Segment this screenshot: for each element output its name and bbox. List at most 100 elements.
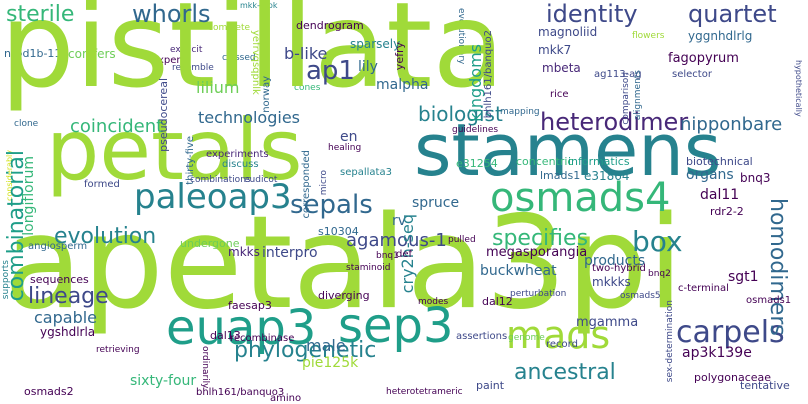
word-cloud-word: sex-determination [665, 300, 675, 383]
word-cloud-word: identity [546, 0, 638, 28]
word-cloud-word: dal12 [482, 295, 513, 308]
word-cloud-word: osmads5 [620, 291, 661, 301]
word-cloud-word: apetala3pi [4, 189, 684, 338]
word-cloud-word: ancestral [514, 360, 616, 385]
word-cloud-word: def [396, 249, 413, 260]
word-cloud-word: record [546, 339, 578, 350]
word-cloud-word: buckwheat [480, 263, 557, 279]
word-cloud-word: heterotetrameric [386, 387, 463, 397]
word-cloud-word: sparsely [350, 37, 401, 51]
word-cloud-word: rdr2-2 [710, 205, 744, 218]
word-cloud-word: sepals [290, 190, 373, 220]
word-cloud-word: expert [152, 55, 185, 66]
word-cloud-word: perturbation [510, 289, 567, 299]
word-cloud-word: capable [34, 308, 98, 327]
word-cloud-word: sterile [6, 2, 75, 27]
word-cloud-word: modes [418, 297, 449, 307]
word-cloud-word: megasporangia [486, 245, 588, 260]
word-cloud-word: dendrogram [296, 19, 364, 32]
word-cloud-word: conifers [68, 47, 116, 61]
word-cloud-word: rv [392, 213, 407, 229]
word-cloud-word: e31254 [456, 157, 498, 170]
word-cloud-word: technologies [198, 108, 300, 127]
word-cloud-word: e31864 [584, 169, 630, 183]
word-cloud-word: undergone [180, 237, 240, 250]
word-cloud-word: mads [506, 313, 611, 357]
word-cloud-word: pie125k [302, 355, 359, 371]
word-cloud-word: discuss [222, 159, 259, 170]
word-cloud-word: amino [270, 393, 302, 404]
word-cloud-word: ordinarily [200, 346, 210, 389]
word-cloud-word: dal11 [700, 187, 740, 203]
word-cloud-word: concentric [516, 155, 574, 168]
word-cloud-word: corresponded [301, 150, 312, 219]
word-cloud-word: sep3 [338, 298, 454, 354]
word-cloud-word: mgamma [576, 315, 639, 330]
word-cloud-word: euap3 [166, 300, 317, 356]
word-cloud-word: yefrvqsqpnlk [250, 30, 261, 95]
word-cloud-word: retrieving [96, 345, 140, 355]
word-cloud-word: formed [84, 179, 120, 190]
word-cloud-word: clone [14, 119, 39, 129]
word-cloud-word: quartet [688, 0, 777, 28]
word-cloud-word: bnq3 [740, 171, 771, 185]
word-cloud-word: micro [319, 170, 329, 196]
word-cloud-word: eudicot [244, 175, 278, 185]
word-cloud-word: nipponbare [680, 114, 783, 135]
word-cloud-word: homodimers [765, 198, 790, 336]
word-cloud-word: lmads1 [540, 169, 581, 182]
word-cloud-word: guidelines [452, 125, 499, 135]
word-cloud-word: ap1 [306, 56, 355, 86]
word-cloud-word: fagopyrum [668, 51, 739, 66]
word-cloud-word: recombinase [230, 333, 295, 344]
word-cloud-word: biotechnical [686, 155, 753, 168]
word-cloud-word: resemble [172, 63, 214, 73]
word-cloud-word: mbeta [542, 61, 581, 75]
word-cloud-word: faesap3 [228, 299, 272, 312]
word-cloud-word: polygonaceae [694, 371, 772, 384]
word-cloud-word: phylogenetic [234, 338, 377, 363]
word-cloud-word: comparison [621, 72, 631, 125]
word-cloud-word: mapping [500, 107, 540, 117]
word-cloud-word: sixty-four [130, 373, 197, 389]
word-cloud-word: cones [294, 83, 321, 93]
word-cloud-word: diverging [318, 289, 370, 302]
word-cloud-word: healing [328, 143, 362, 153]
word-cloud-word: genome [508, 333, 545, 343]
word-cloud-word: evolution [54, 224, 157, 249]
word-cloud-word: pulled [448, 235, 476, 245]
word-cloud-word: specifies [492, 226, 589, 251]
word-cloud-word: staminoid [346, 263, 391, 273]
word-cloud-word: flowers [632, 31, 665, 41]
word-cloud-word: bnq2 [648, 269, 671, 279]
word-cloud-word: interpro [262, 245, 318, 261]
word-cloud-word: box [632, 225, 683, 258]
word-cloud-word: assertions [456, 331, 508, 342]
word-cloud-word: biologist [418, 102, 503, 126]
word-cloud-word: en [340, 129, 358, 145]
word-cloud-word: lilium [196, 78, 240, 97]
word-cloud-word: norway [261, 76, 272, 113]
word-cloud-word: tentative [740, 379, 790, 392]
word-cloud-word: products [584, 253, 646, 269]
word-cloud-word: nrpd1b-11 [4, 47, 62, 60]
word-cloud-word: angiosperm [28, 241, 88, 252]
word-cloud-word: malpha [376, 77, 429, 93]
word-cloud-word: male [306, 336, 346, 355]
word-cloud-word: lineage [28, 284, 109, 309]
word-cloud-word: pseudocereal [157, 78, 170, 152]
word-cloud-word: yefry [393, 42, 406, 71]
word-cloud-word: bhlh161/banquo2 [483, 30, 494, 119]
word-cloud-word: hypothetically [794, 60, 803, 117]
word-cloud-word: mkkks [592, 275, 631, 289]
word-cloud-word: kingdoms [466, 44, 485, 122]
word-cloud-word: osmads4 [490, 175, 671, 221]
word-cloud-word: carpels [676, 315, 785, 350]
word-cloud-word: magnoliid [538, 25, 598, 39]
word-cloud-word: sepallata3 [340, 167, 392, 178]
word-cloud-word: sgt1 [728, 269, 759, 285]
word-cloud-word: alignments [633, 70, 643, 121]
word-cloud-word: two-hybrid [592, 263, 646, 274]
word-cloud-word: ygshdlrla [40, 325, 96, 339]
